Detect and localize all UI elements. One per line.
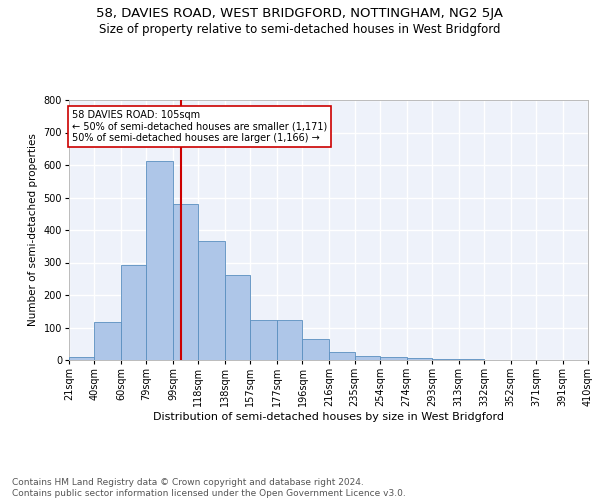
Bar <box>407 358 432 360</box>
Bar <box>225 274 250 360</box>
Bar <box>69 358 94 360</box>
Bar <box>199 241 225 360</box>
Bar <box>94 322 121 360</box>
Bar <box>302 339 329 360</box>
Bar <box>146 162 173 360</box>
Bar <box>432 358 458 360</box>
Bar <box>329 352 355 360</box>
Text: 58, DAVIES ROAD, WEST BRIDGFORD, NOTTINGHAM, NG2 5JA: 58, DAVIES ROAD, WEST BRIDGFORD, NOTTING… <box>97 8 503 20</box>
Bar <box>277 320 302 360</box>
Bar <box>355 356 380 360</box>
Bar <box>121 265 146 360</box>
Text: Contains HM Land Registry data © Crown copyright and database right 2024.
Contai: Contains HM Land Registry data © Crown c… <box>12 478 406 498</box>
Y-axis label: Number of semi-detached properties: Number of semi-detached properties <box>28 134 38 326</box>
Bar <box>380 358 407 360</box>
Bar <box>173 204 199 360</box>
Text: Size of property relative to semi-detached houses in West Bridgford: Size of property relative to semi-detach… <box>99 22 501 36</box>
Bar <box>250 320 277 360</box>
Text: 58 DAVIES ROAD: 105sqm
← 50% of semi-detached houses are smaller (1,171)
50% of : 58 DAVIES ROAD: 105sqm ← 50% of semi-det… <box>71 110 327 143</box>
X-axis label: Distribution of semi-detached houses by size in West Bridgford: Distribution of semi-detached houses by … <box>153 412 504 422</box>
